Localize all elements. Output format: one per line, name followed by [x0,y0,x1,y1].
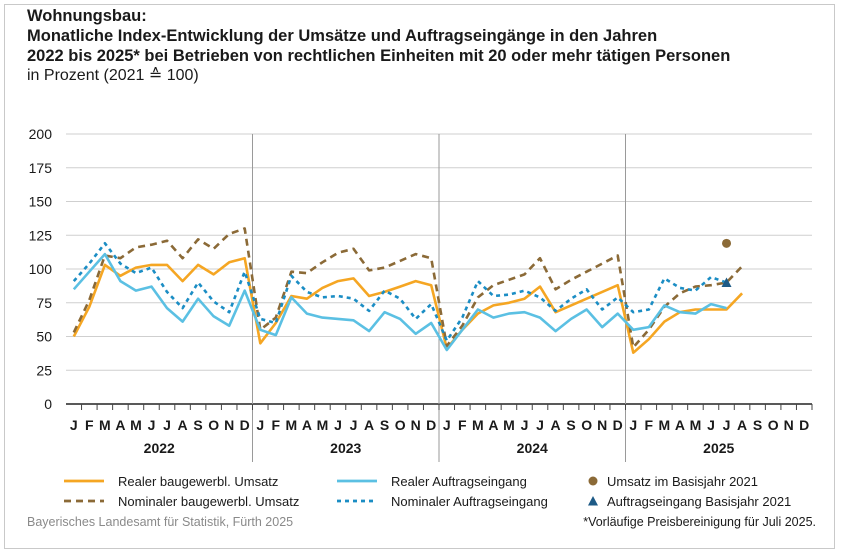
month-label: D [240,417,250,433]
legend-swatch [588,476,598,486]
month-label: A [364,417,374,433]
month-label: M [659,417,671,433]
y-tick-label: 25 [36,362,52,378]
y-tick-label: 0 [44,396,52,412]
legend-label: Umsatz im Basisjahr 2021 [607,474,758,489]
month-label: D [613,417,623,433]
month-label: M [286,417,298,433]
marker-umsatz-basisjahr [722,238,732,248]
legend-label: Nominaler baugewerbl. Umsatz [118,494,299,509]
month-label: A [178,417,188,433]
y-tick-label: 150 [29,194,53,210]
month-label: F [645,417,654,433]
month-label: N [597,417,607,433]
series-line-2 [72,227,744,349]
legend-label: Realer baugewerbl. Umsatz [118,474,278,489]
chart-frame [4,4,835,549]
legend-label: Auftragseingang Basisjahr 2021 [607,494,791,509]
month-label: J [723,417,731,433]
month-label: A [302,417,312,433]
series-line-1 [72,256,744,355]
y-tick-label: 75 [36,295,52,311]
month-label: M [130,417,142,433]
month-label: J [536,417,544,433]
footnote: *Vorläufige Preisbereinigung für Juli 20… [583,515,816,529]
y-tick-label: 200 [29,126,53,142]
month-label: S [753,417,762,433]
month-label: D [799,417,809,433]
chart-title-line2: Monatliche Index-Entwicklung der Umsätze… [27,27,658,45]
month-label: D [426,417,436,433]
month-label: A [675,417,685,433]
month-label: M [99,417,111,433]
month-label: S [380,417,389,433]
month-label: O [208,417,219,433]
series-line-4 [72,242,727,342]
y-tick-label: 125 [29,227,53,243]
year-label: 2025 [703,440,734,456]
month-label: A [551,417,561,433]
month-label: S [566,417,575,433]
month-label: M [472,417,484,433]
month-label: J [148,417,156,433]
month-label: A [115,417,125,433]
month-label: S [193,417,202,433]
year-label: 2023 [330,440,361,456]
legend-swatch [588,496,598,506]
chart-title-line3: 2022 bis 2025* bei Betrieben von rechtli… [27,47,731,65]
chart-title: Wohnungsbau: [27,7,147,25]
month-label: J [350,417,358,433]
marker-auftragseingang-basisjahr [721,277,732,287]
month-label: A [488,417,498,433]
legend-label: Nominaler Auftragseingang [391,494,548,509]
year-label: 2024 [517,440,548,456]
y-tick-label: 100 [29,261,53,277]
month-label: J [707,417,715,433]
month-label: A [737,417,747,433]
month-label: M [317,417,329,433]
month-label: M [690,417,702,433]
month-label: J [629,417,637,433]
y-tick-label: 50 [36,329,52,345]
month-label: F [458,417,467,433]
month-label: J [163,417,171,433]
month-label: N [784,417,794,433]
chart-subtitle: in Prozent (2021 ≙ 100) [27,67,199,84]
legend-label: Realer Auftragseingang [391,474,527,489]
month-label: O [768,417,779,433]
month-label: N [411,417,421,433]
y-tick-label: 175 [29,160,53,176]
month-label: J [443,417,451,433]
series-line-3 [72,252,727,352]
month-label: M [503,417,515,433]
month-label: F [85,417,94,433]
month-label: N [224,417,234,433]
month-label: O [395,417,406,433]
month-label: J [521,417,529,433]
month-label: F [272,417,281,433]
month-label: J [256,417,264,433]
month-label: O [581,417,592,433]
year-label: 2022 [144,440,175,456]
month-label: J [70,417,78,433]
source-note: Bayerisches Landesamt für Statistik, Für… [27,515,294,529]
month-label: J [334,417,342,433]
